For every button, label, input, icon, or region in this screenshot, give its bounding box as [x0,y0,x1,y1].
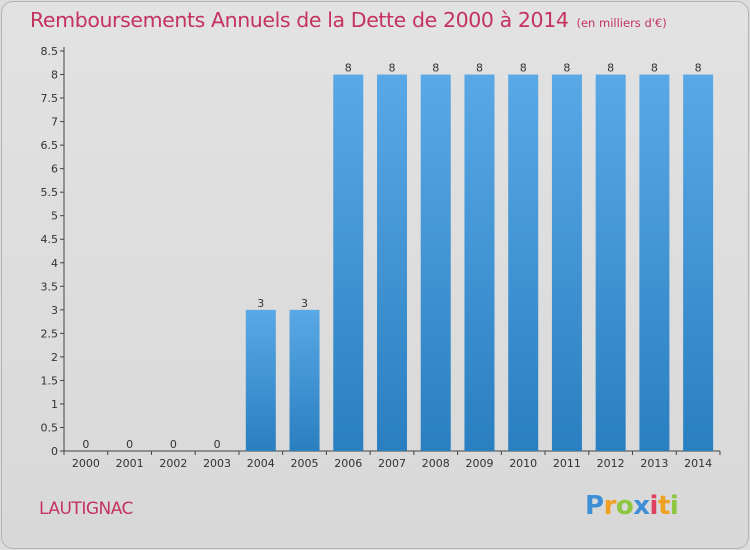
chart-title: Remboursements Annuels de la Dette de 20… [30,8,667,32]
y-tick-label: 8 [51,69,58,82]
y-tick-label: 1.5 [41,374,59,387]
data-label: 8 [651,62,658,75]
x-tick-label: 2004 [247,457,275,470]
x-tick-label: 2013 [640,457,668,470]
y-tick-label: 0 [51,445,58,458]
data-label: 8 [607,62,614,75]
bar-2014 [683,74,714,451]
y-tick-label: 5 [51,210,58,223]
bar-2010 [508,74,539,451]
bar-2012 [595,74,626,451]
x-tick-label: 2009 [465,457,493,470]
x-tick-label: 2014 [684,457,712,470]
y-tick-label: 3.5 [41,280,59,293]
x-tick-label: 2005 [291,457,319,470]
data-label: 3 [257,297,264,310]
data-label: 8 [345,62,352,75]
y-tick-label: 6.5 [41,139,59,152]
data-label: 0 [126,438,133,451]
bar-2009 [464,74,495,451]
y-tick-label: 8.5 [41,45,59,58]
y-tick-label: 3 [51,304,58,317]
bar-2004 [245,309,276,451]
data-label: 8 [563,62,570,75]
bar-2013 [639,74,670,451]
x-tick-label: 2006 [334,457,362,470]
commune-name: LAUTIGNAC [39,499,133,519]
x-tick-label: 2008 [422,457,450,470]
bar-2006 [333,74,364,451]
bar-2007 [377,74,407,451]
x-tick-label: 2001 [116,457,144,470]
x-tick-label: 2010 [509,457,537,470]
data-label: 8 [476,62,483,75]
y-tick-label: 2 [51,351,58,364]
y-tick-label: 7.5 [41,92,59,105]
x-tick-label: 2002 [159,457,187,470]
y-tick-label: 7 [51,116,58,129]
y-tick-label: 4.5 [41,233,59,246]
bar-2008 [420,74,451,451]
y-tick-label: 2.5 [41,327,59,340]
y-tick-label: 5.5 [41,186,59,199]
data-label: 8 [520,62,527,75]
x-tick-label: 2007 [378,457,406,470]
x-tick-label: 2012 [597,457,625,470]
y-tick-label: 0.5 [41,421,59,434]
chart-title-text: Remboursements Annuels de la Dette de 20… [30,8,569,32]
chart-unit: (en milliers d'€) [576,16,667,30]
y-tick-label: 1 [51,398,58,411]
x-tick-label: 2000 [72,457,100,470]
bar-2011 [551,74,582,451]
data-label: 8 [432,62,439,75]
data-label: 8 [695,62,702,75]
data-label: 8 [389,62,396,75]
data-label: 0 [82,438,89,451]
y-tick-label: 4 [51,257,58,270]
bar-2005 [289,309,320,451]
data-label: 0 [170,438,177,451]
data-label: 3 [301,297,308,310]
data-label: 0 [214,438,221,451]
proxiti-logo[interactable]: Proxiti [585,491,679,521]
x-tick-label: 2003 [203,457,231,470]
x-tick-label: 2011 [553,457,581,470]
y-tick-label: 6 [51,163,58,176]
